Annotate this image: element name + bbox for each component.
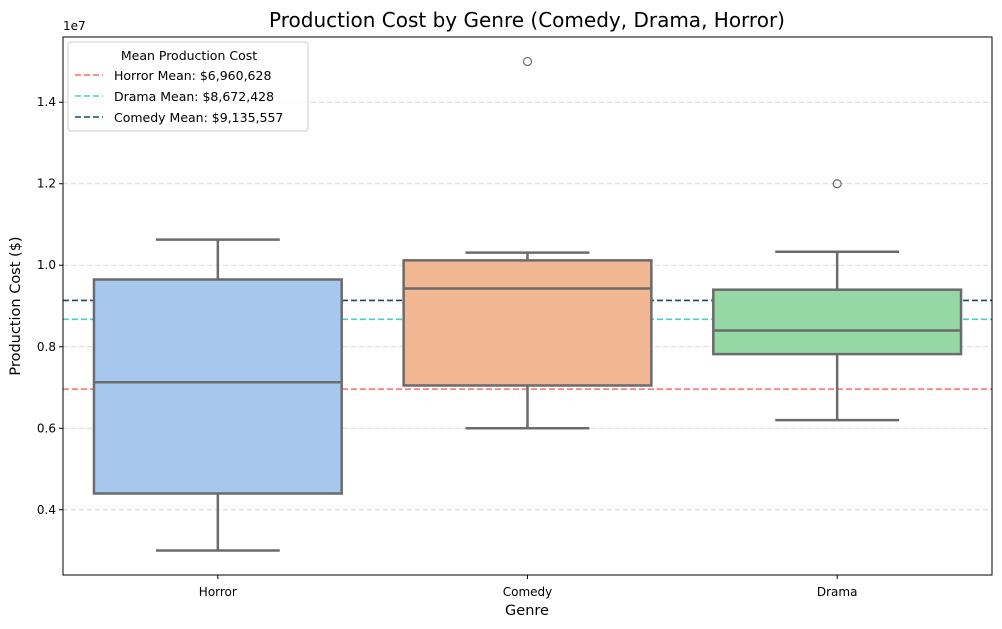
iqr-box	[92, 278, 343, 495]
box-horror	[92, 238, 343, 552]
legend: Mean Production Cost Horror Mean: $6,960…	[67, 41, 309, 132]
outlier-point	[832, 179, 842, 189]
y-tick-label: 1.0	[37, 258, 56, 272]
legend-box	[67, 41, 309, 132]
y-axis: 0.4 0.6 0.8 1.0 1.2 1.4	[37, 95, 63, 517]
x-axis-title: Genre	[505, 603, 549, 619]
legend-label: Horror Mean: $6,960,628	[114, 68, 271, 83]
box-drama	[712, 179, 963, 422]
legend-items: Horror Mean: $6,960,628 Drama Mean: $8,67…	[75, 68, 283, 125]
y-tick-label: 0.8	[37, 340, 56, 354]
legend-label: Comedy Mean: $9,135,557	[114, 110, 283, 125]
chart-title: Production Cost by Genre (Comedy, Drama,…	[269, 8, 785, 32]
iqr-box	[402, 259, 653, 387]
x-axis: Horror Comedy Drama	[199, 575, 858, 599]
box-comedy	[402, 56, 653, 430]
legend-label: Drama Mean: $8,672,428	[114, 89, 274, 104]
y-axis-offset-label: 1e7	[63, 19, 86, 33]
y-tick-label: 1.4	[37, 95, 56, 109]
iqr-box	[712, 288, 963, 356]
y-axis-title: Production Cost ($)	[8, 236, 24, 375]
x-tick-label: Drama	[817, 585, 858, 599]
x-tick-label: Horror	[199, 585, 237, 599]
box-group	[92, 56, 963, 552]
x-tick-label: Comedy	[503, 585, 553, 599]
legend-title: Mean Production Cost	[121, 48, 257, 63]
y-tick-label: 0.4	[37, 503, 56, 517]
y-tick-label: 1.2	[37, 177, 56, 191]
outlier-point	[522, 56, 533, 67]
y-tick-label: 0.6	[37, 421, 56, 435]
